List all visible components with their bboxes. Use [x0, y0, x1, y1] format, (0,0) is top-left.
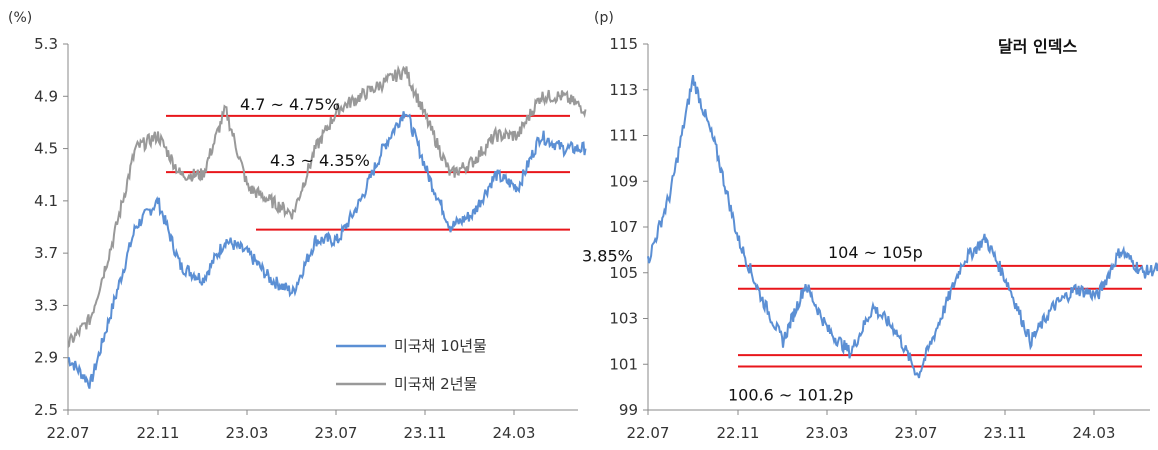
y-tick-label: 111	[609, 127, 638, 145]
series-line-dxy	[647, 74, 1158, 379]
x-tick-label: 22.07	[47, 424, 90, 442]
y-tick-label: 115	[609, 35, 638, 53]
legend: 미국채 10년물 미국채 2년물	[336, 337, 487, 393]
y-tick-label: 101	[609, 355, 638, 373]
left-chart-panel: (%) 5.3 4.9 4.5 4.1 3.7 3.3 2.9 2.5 22.07 22.11 2…	[8, 10, 633, 442]
x-tick-label: 23.03	[226, 424, 269, 442]
y-tick-label: 2.5	[34, 401, 58, 419]
series-line-us10y	[67, 111, 587, 389]
y-tick-label: 4.5	[34, 140, 58, 158]
reference-line-label: 100.6 ~ 101.2p	[728, 386, 853, 405]
x-tick-label: 23.07	[315, 424, 358, 442]
right-chart-panel: (p) 달러 인덱스 115 113 111 109 107 105 103 101 99 22…	[594, 10, 1158, 442]
reference-line-label: 3.85%	[582, 247, 633, 266]
y-tick-label: 4.1	[34, 192, 58, 210]
y-tick-label: 105	[609, 264, 638, 282]
right-unit-label: (p)	[594, 10, 614, 26]
y-tick-label: 99	[619, 401, 638, 419]
y-tick-label: 109	[609, 172, 638, 190]
reference-line-label: 4.3 ~ 4.35%	[270, 151, 370, 170]
x-tick-label: 22.07	[627, 424, 670, 442]
y-tick-label: 3.7	[34, 244, 58, 262]
x-tick-label: 23.11	[984, 424, 1027, 442]
x-tick-label: 23.07	[895, 424, 938, 442]
reference-line-label: 104 ~ 105p	[828, 243, 923, 262]
x-tick-label: 23.11	[404, 424, 447, 442]
x-tick-label: 22.11	[137, 424, 180, 442]
x-tick-label: 24.03	[1073, 424, 1116, 442]
x-tick-label: 23.03	[806, 424, 849, 442]
y-tick-label: 4.9	[34, 87, 58, 105]
legend-label-us10y: 미국채 10년물	[394, 337, 487, 355]
y-tick-label: 103	[609, 310, 638, 328]
reference-line-label: 4.7 ~ 4.75%	[240, 95, 340, 114]
y-tick-label: 107	[609, 218, 638, 236]
left-unit-label: (%)	[8, 10, 32, 26]
y-tick-label: 5.3	[34, 35, 58, 53]
legend-label-us2y: 미국채 2년물	[394, 375, 477, 393]
x-tick-label: 22.11	[717, 424, 760, 442]
series-line-us2y	[67, 64, 587, 348]
right-chart-title: 달러 인덱스	[998, 37, 1077, 56]
y-tick-label: 3.3	[34, 296, 58, 314]
y-tick-label: 2.9	[34, 349, 58, 367]
y-tick-label: 113	[609, 81, 638, 99]
x-tick-label: 24.03	[493, 424, 536, 442]
